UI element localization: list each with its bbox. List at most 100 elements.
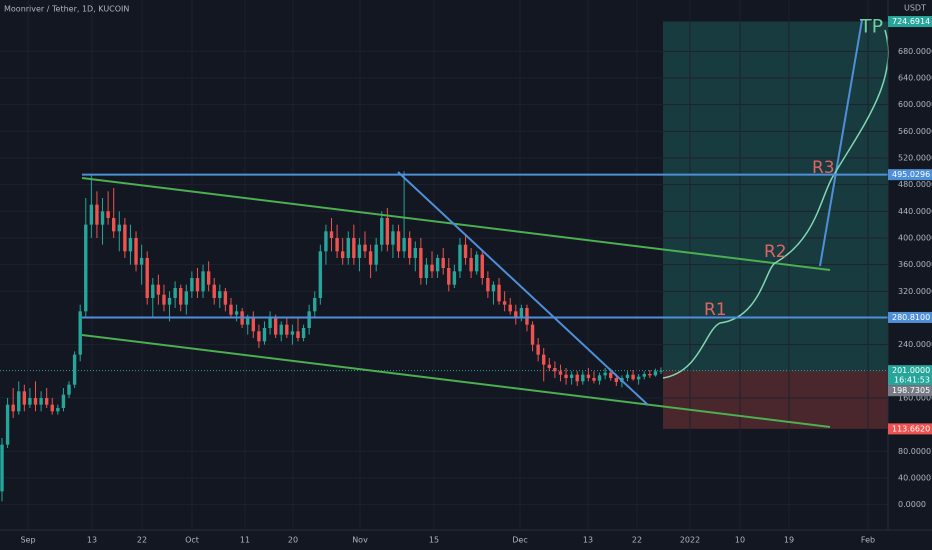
candle-body [167,298,172,305]
y-tick-label: 0.0000 [898,500,926,509]
candle-body [452,271,457,285]
candle-body [139,258,144,265]
loss-zone [663,370,888,429]
candle-body [329,231,334,238]
candle-body [61,394,66,408]
target-line [819,19,863,267]
candle-body [368,251,373,265]
price-badge-text: 280.8100 [892,313,930,322]
candle-body [28,398,32,405]
y-tick-label: 80.0000 [898,447,931,456]
candle-body [89,204,94,225]
candle-body [458,244,462,272]
candle-body [335,238,339,252]
candle-body [78,311,82,355]
candle-body [229,304,233,315]
candle-body [195,278,200,292]
candle-body [419,248,423,278]
candle-body [324,231,328,252]
candle-body [123,224,127,252]
x-tick-label: 15 [429,536,439,545]
candle-body [290,331,295,335]
candle-body [0,444,4,492]
candle-body [22,391,27,405]
y-tick-label: 240.0000 [898,340,932,349]
candle-body [502,301,507,305]
price-badge [888,385,932,397]
x-tick-label: 20 [288,536,298,545]
candle-body [447,268,451,285]
candle-body [246,318,250,325]
candle-body [525,308,529,325]
candle-body [480,254,484,278]
candle-body [614,378,619,382]
candle-body [17,391,21,412]
price-badge-text: 198.7305 [892,386,930,395]
candle-body [340,251,345,258]
candle-body [603,372,607,376]
candle-body [212,284,216,298]
candle-body [586,374,591,378]
candle-body [151,284,155,298]
x-tick-label: 22 [137,536,147,545]
candle-body [313,298,317,312]
candle-body [430,264,434,272]
candle-body [201,271,205,292]
candle-body [564,374,568,378]
candle-body [285,324,289,335]
axes: 0.0000 40.0000 80.0000 160.0000 240.0000 320.… [20,47,932,545]
candle-body [296,331,300,338]
candle-body [357,244,362,258]
price-badge [888,423,932,435]
annotation: R1 [704,300,727,320]
candle-body [407,238,412,258]
x-tick-label: 19 [784,536,794,545]
candle-body [491,284,496,292]
candle-body [609,372,613,378]
price-badge-text: 724.6914 [892,17,930,26]
y-tick-label: 480.0000 [898,180,932,189]
candle-body [542,354,546,365]
candle-body [469,258,473,272]
candle-body [569,374,574,378]
candle-body [547,364,552,368]
candle-body [162,294,166,305]
candle-body [262,328,267,342]
x-tick-label: 13 [583,536,593,545]
descending-line [397,171,649,406]
candle-body [385,218,390,245]
candle-body [5,404,10,445]
candle-body [363,244,367,252]
candles [0,171,663,502]
price-badge-text: 113.6620 [892,424,930,433]
candle-body [530,324,535,345]
candle-body [268,318,272,328]
x-tick-label: Sep [20,536,35,545]
candle-body [156,284,161,295]
upper-trend-line [81,177,831,271]
candle-body [84,224,88,312]
candle-body [100,211,105,225]
countdown: 16:41:53 [894,376,930,385]
candle-body [558,371,563,375]
candle-body [33,398,38,405]
y-tick-label: 160.0000 [898,394,932,403]
candle-body [218,291,222,298]
annotation: R3 [812,158,835,178]
candle-body [301,328,306,338]
x-tick-label: 11 [240,536,250,545]
profit-zone [663,21,888,371]
candle-body [50,404,54,412]
candle-body [72,354,77,385]
candle-body [380,218,384,245]
lower-trend-line [81,334,831,428]
x-tick-label: Dec [512,536,527,545]
price-badge [888,16,932,28]
candle-body [39,398,43,405]
candle-body [374,244,378,265]
candle-body [273,318,278,335]
candle-body [206,271,211,285]
candle-body [581,374,585,382]
x-tick-label: 13 [87,536,97,545]
